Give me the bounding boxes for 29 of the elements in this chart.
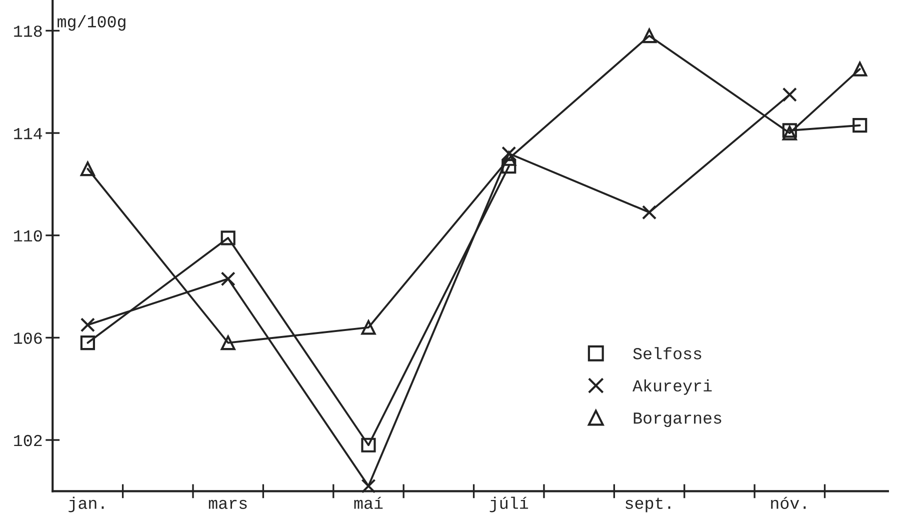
point <box>361 320 376 335</box>
point <box>502 158 516 174</box>
legend-label: Akureyri <box>632 379 712 395</box>
point <box>220 272 236 286</box>
point <box>642 28 657 44</box>
x-tick-label: sept. <box>626 498 670 512</box>
point <box>80 162 96 176</box>
y-tick-label: 102 <box>14 434 42 446</box>
point <box>782 87 797 102</box>
x-tick-label: júlí <box>490 496 528 512</box>
x-tick-label: maí <box>354 496 383 509</box>
point <box>80 318 96 332</box>
y-axis-title: mg/100g <box>58 15 126 31</box>
y-tick-label: 118 <box>14 26 42 37</box>
point <box>220 336 236 350</box>
point <box>361 438 376 452</box>
point <box>80 336 96 350</box>
x-tick-label: nóv. <box>771 496 806 509</box>
x-tick-label: mars <box>208 500 247 509</box>
y-tick-label: 110 <box>14 230 42 242</box>
y-tick-label: 114 <box>14 128 42 140</box>
legend-label: Borgarnes <box>634 412 722 428</box>
point <box>852 62 868 76</box>
y-tick-label: 106 <box>14 332 42 344</box>
x-tick-label: jan. <box>68 496 104 512</box>
point <box>852 118 868 133</box>
legend-label: Selfoss <box>633 347 702 360</box>
point <box>642 205 657 220</box>
point <box>220 230 236 246</box>
